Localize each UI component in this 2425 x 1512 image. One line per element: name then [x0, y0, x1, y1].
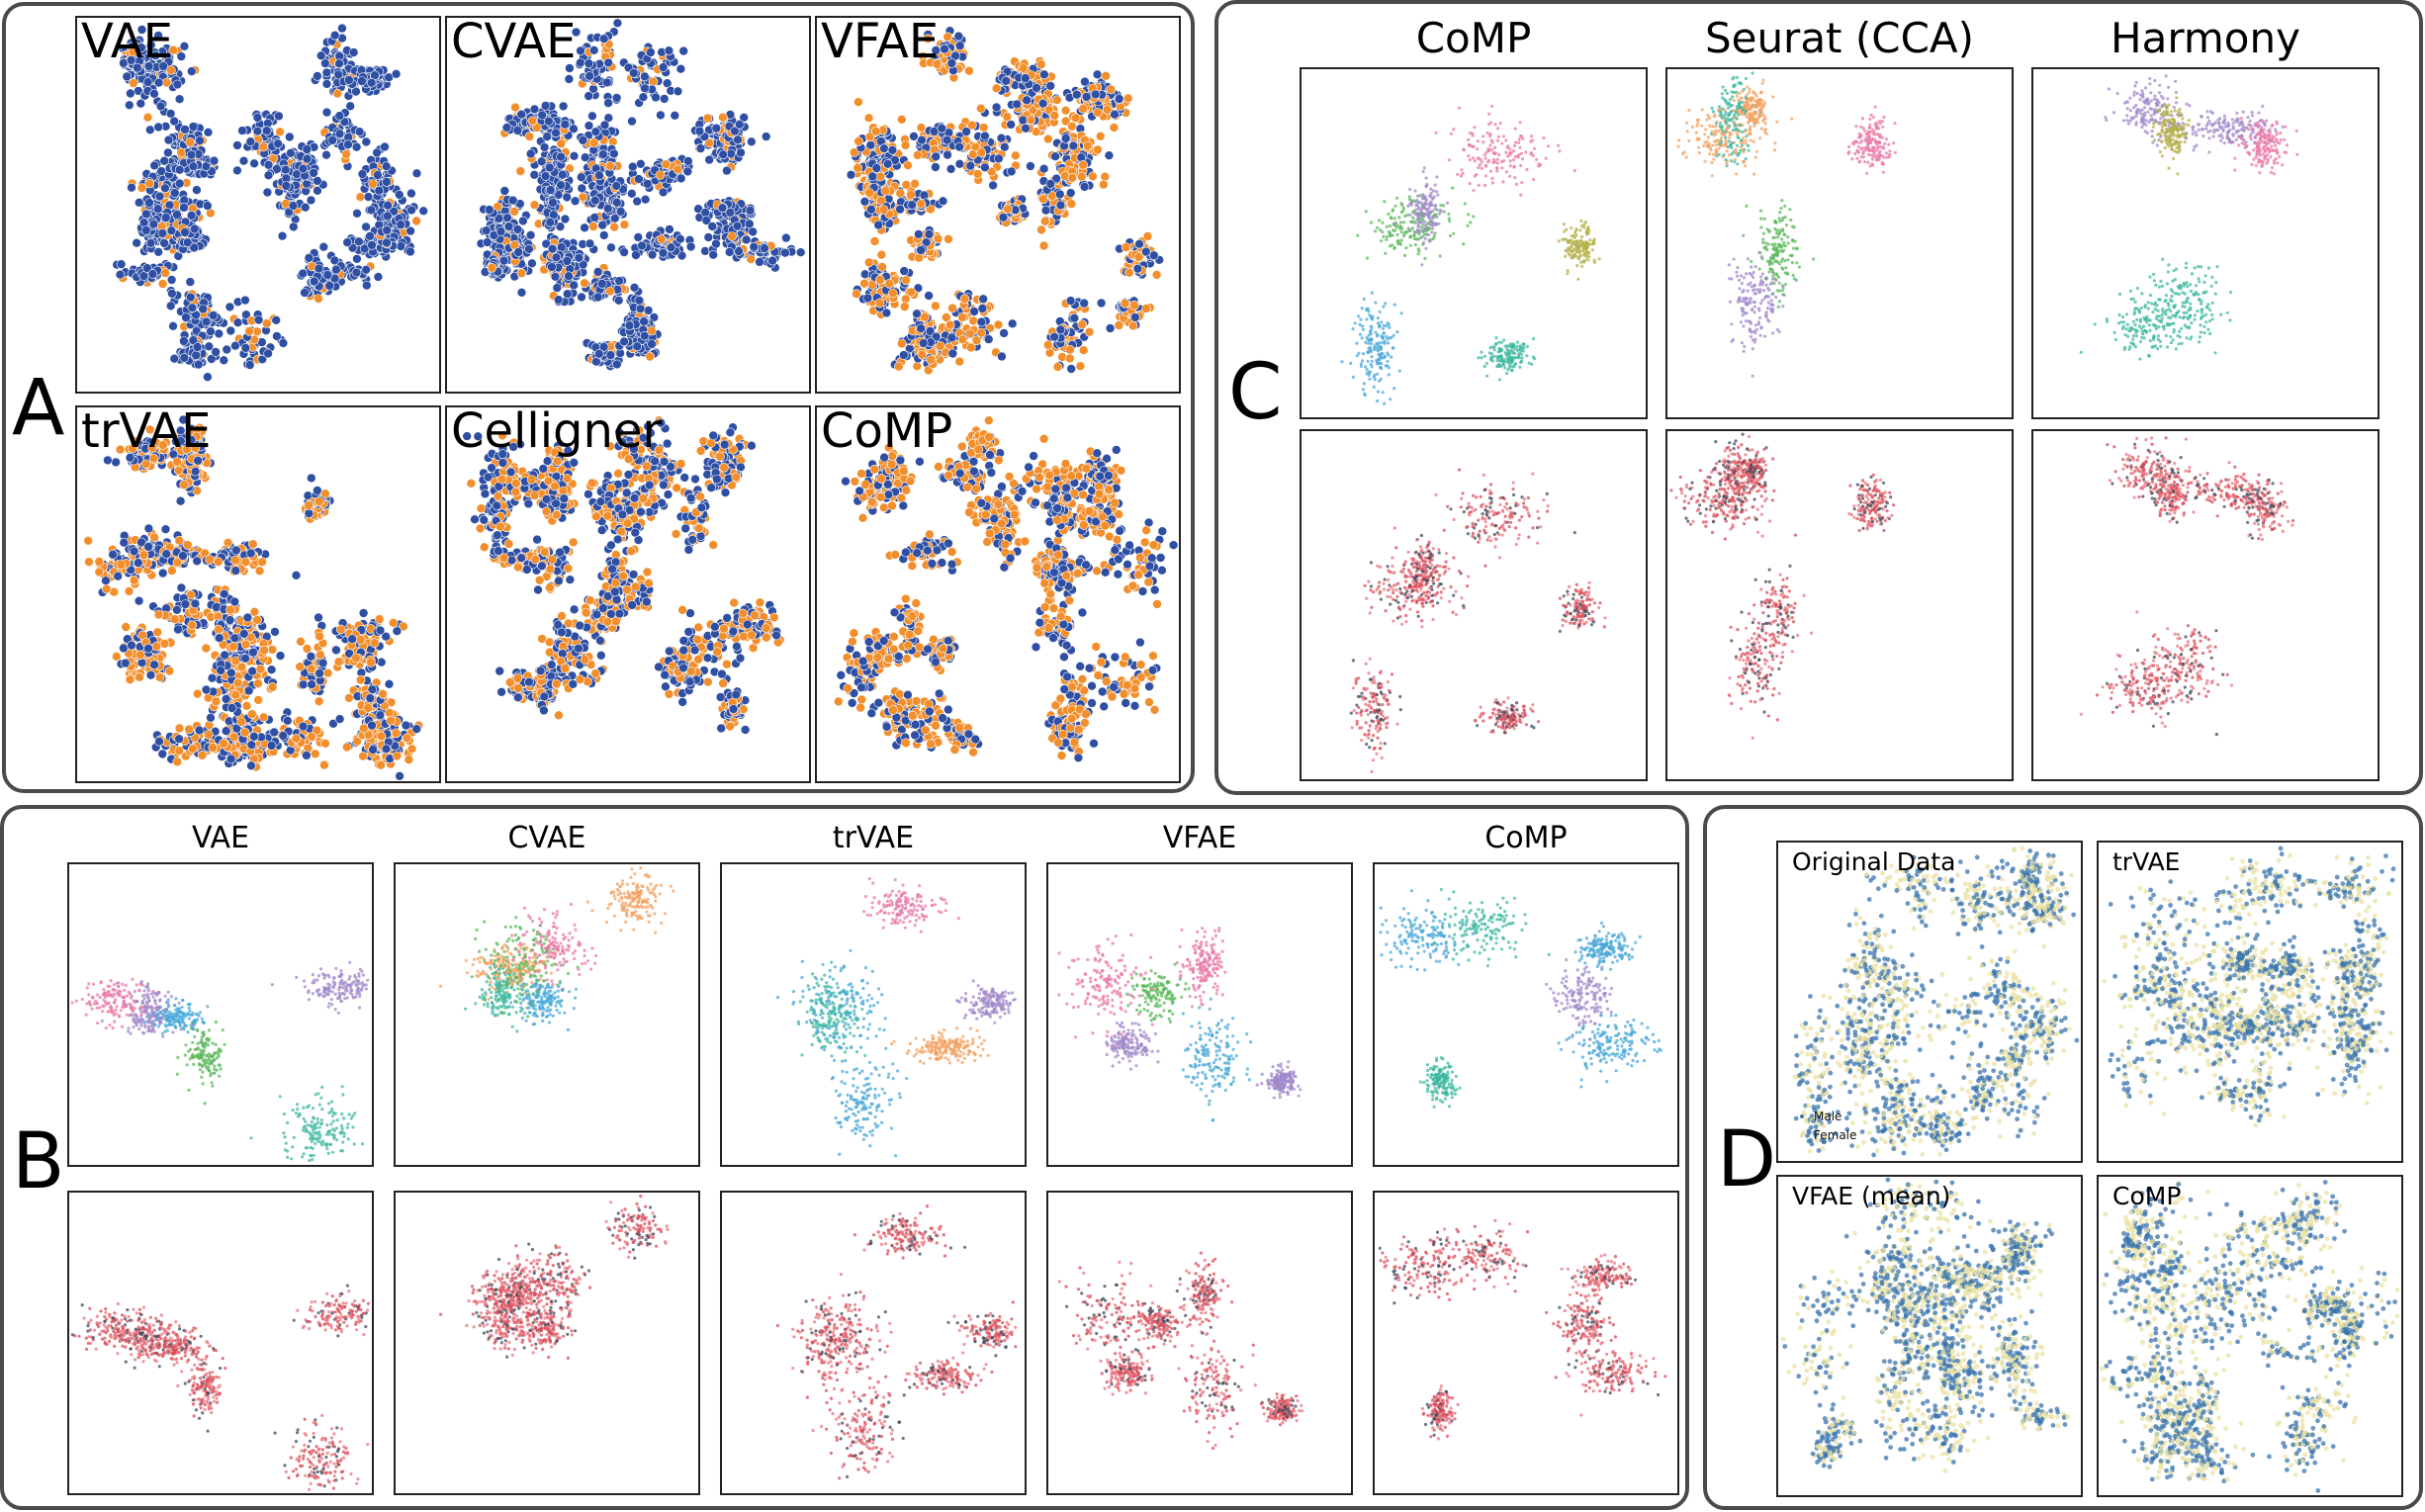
- plot-title: CoMP: [821, 407, 952, 458]
- scatter-plot: [1057, 927, 1302, 1122]
- scatter-plot: [1780, 1177, 2070, 1473]
- panel-d-plot-trvae: trVAE: [2097, 841, 2403, 1163]
- legend-marker: [1800, 1114, 1804, 1119]
- panel-b-plot-cvae-celltype: [394, 862, 700, 1167]
- column-title: CoMP: [1300, 14, 1648, 62]
- scatter-plot: [1378, 1218, 1667, 1441]
- panel-b-plot-trvae-celltype: [720, 862, 1027, 1167]
- scatter-plot: [1379, 888, 1662, 1109]
- panel-b-plot-comp-celltype: [1373, 862, 1679, 1167]
- column-title: VFAE: [1046, 821, 1353, 855]
- panel-c-plot-harmony-celltype: [2031, 67, 2380, 419]
- panel-a-plot-trvae: trVAE: [75, 405, 441, 783]
- panel-b: B VAE CVAE trVAE VFAE CoMP: [0, 805, 1689, 1510]
- panel-a: A VAE CVAE VFAE trVAE Celligner CoMP: [2, 2, 1195, 793]
- scatter-plot: [439, 1195, 670, 1360]
- plot-title: trVAE: [2112, 848, 2180, 876]
- panel-c-plot-comp-domain: [1300, 429, 1648, 781]
- panel-d-letter: D: [1717, 1121, 1776, 1199]
- scatter-plot: [775, 1204, 1018, 1480]
- panel-c-plot-comp-celltype: [1300, 67, 1648, 419]
- plot-title: VAE: [81, 18, 173, 68]
- column-title: trVAE: [720, 821, 1027, 855]
- plot-title: CVAE: [451, 18, 576, 68]
- panel-c-plot-seurat-celltype: [1665, 67, 2014, 419]
- panel-b-letter: B: [12, 1123, 65, 1201]
- scatter-plot: [2102, 845, 2396, 1128]
- legend-label: Female: [1814, 1128, 1856, 1142]
- panel-b-plot-comp-domain: [1373, 1191, 1679, 1495]
- plot-title: VFAE (mean): [1792, 1183, 1950, 1210]
- scatter-plot: [1340, 104, 1601, 405]
- legend: Male Female: [1800, 1108, 1856, 1145]
- scatter-plot: [476, 18, 806, 372]
- scatter-plot: [775, 877, 1017, 1158]
- column-title: CVAE: [394, 821, 700, 855]
- column-title: CoMP: [1373, 821, 1679, 855]
- legend-item-male: Male: [1800, 1108, 1856, 1126]
- panel-c-plot-seurat-domain: [1665, 429, 2014, 781]
- plot-title: VFAE: [821, 18, 939, 68]
- scatter-plot: [1669, 432, 1896, 740]
- panel-b-plot-vfae-domain: [1046, 1191, 1353, 1495]
- scatter-plot: [462, 415, 785, 735]
- plot-title: Original Data: [1792, 848, 1955, 876]
- scatter-plot: [833, 415, 1179, 763]
- scatter-plot: [846, 26, 1165, 376]
- scatter-plot: [70, 960, 370, 1163]
- panel-a-plot-comp: CoMP: [815, 405, 1181, 783]
- panel-b-plot-vfae-celltype: [1046, 862, 1353, 1167]
- panel-c-letter: C: [1228, 354, 1282, 431]
- panel-c-plot-harmony-domain: [2031, 429, 2380, 781]
- column-title: Harmony: [2031, 14, 2380, 62]
- legend-item-female: Female: [1800, 1126, 1856, 1145]
- column-title: VAE: [67, 821, 374, 855]
- scatter-plot: [1349, 468, 1607, 773]
- column-title: Seurat (CCA): [1665, 14, 2014, 62]
- scatter-plot: [439, 866, 675, 1033]
- scatter-plot: [83, 414, 424, 781]
- panel-a-plot-cvae: CVAE: [445, 16, 811, 394]
- panel-c: C CoMP Seurat (CCA) Harmony: [1214, 0, 2423, 795]
- panel-a-plot-vae: VAE: [75, 16, 441, 394]
- panel-a-plot-celligner: Celligner: [445, 405, 811, 783]
- scatter-plot: [2099, 1180, 2400, 1493]
- scatter-plot: [1792, 845, 2080, 1158]
- panel-a-letter: A: [12, 370, 64, 447]
- panel-b-plot-trvae-domain: [720, 1191, 1027, 1495]
- scatter-plot: [1676, 71, 1897, 378]
- scatter-plot: [1057, 1251, 1304, 1451]
- scatter-plot: [112, 23, 429, 383]
- panel-d-plot-comp: CoMP: [2097, 1175, 2403, 1497]
- panel-a-plot-vfae: VFAE: [815, 16, 1181, 394]
- scatter-plot: [70, 1284, 371, 1491]
- panel-b-plot-cvae-domain: [394, 1191, 700, 1495]
- plot-title: Celligner: [451, 407, 662, 458]
- panel-d-plot-original: Original Data Male Female: [1776, 841, 2083, 1163]
- panel-d-plot-vfae-mean: VFAE (mean): [1776, 1175, 2083, 1497]
- scatter-plot: [2079, 436, 2295, 737]
- panel-b-plot-vae-domain: [67, 1191, 374, 1495]
- plot-title: CoMP: [2112, 1183, 2181, 1210]
- plot-title: trVAE: [81, 407, 211, 458]
- scatter-plot: [2079, 74, 2299, 361]
- panel-d: D Original Data Male Female trVAE VFAE (…: [1703, 805, 2423, 1510]
- legend-marker: [1800, 1133, 1804, 1138]
- panel-b-plot-vae-celltype: [67, 862, 374, 1167]
- legend-label: Male: [1814, 1110, 1841, 1123]
